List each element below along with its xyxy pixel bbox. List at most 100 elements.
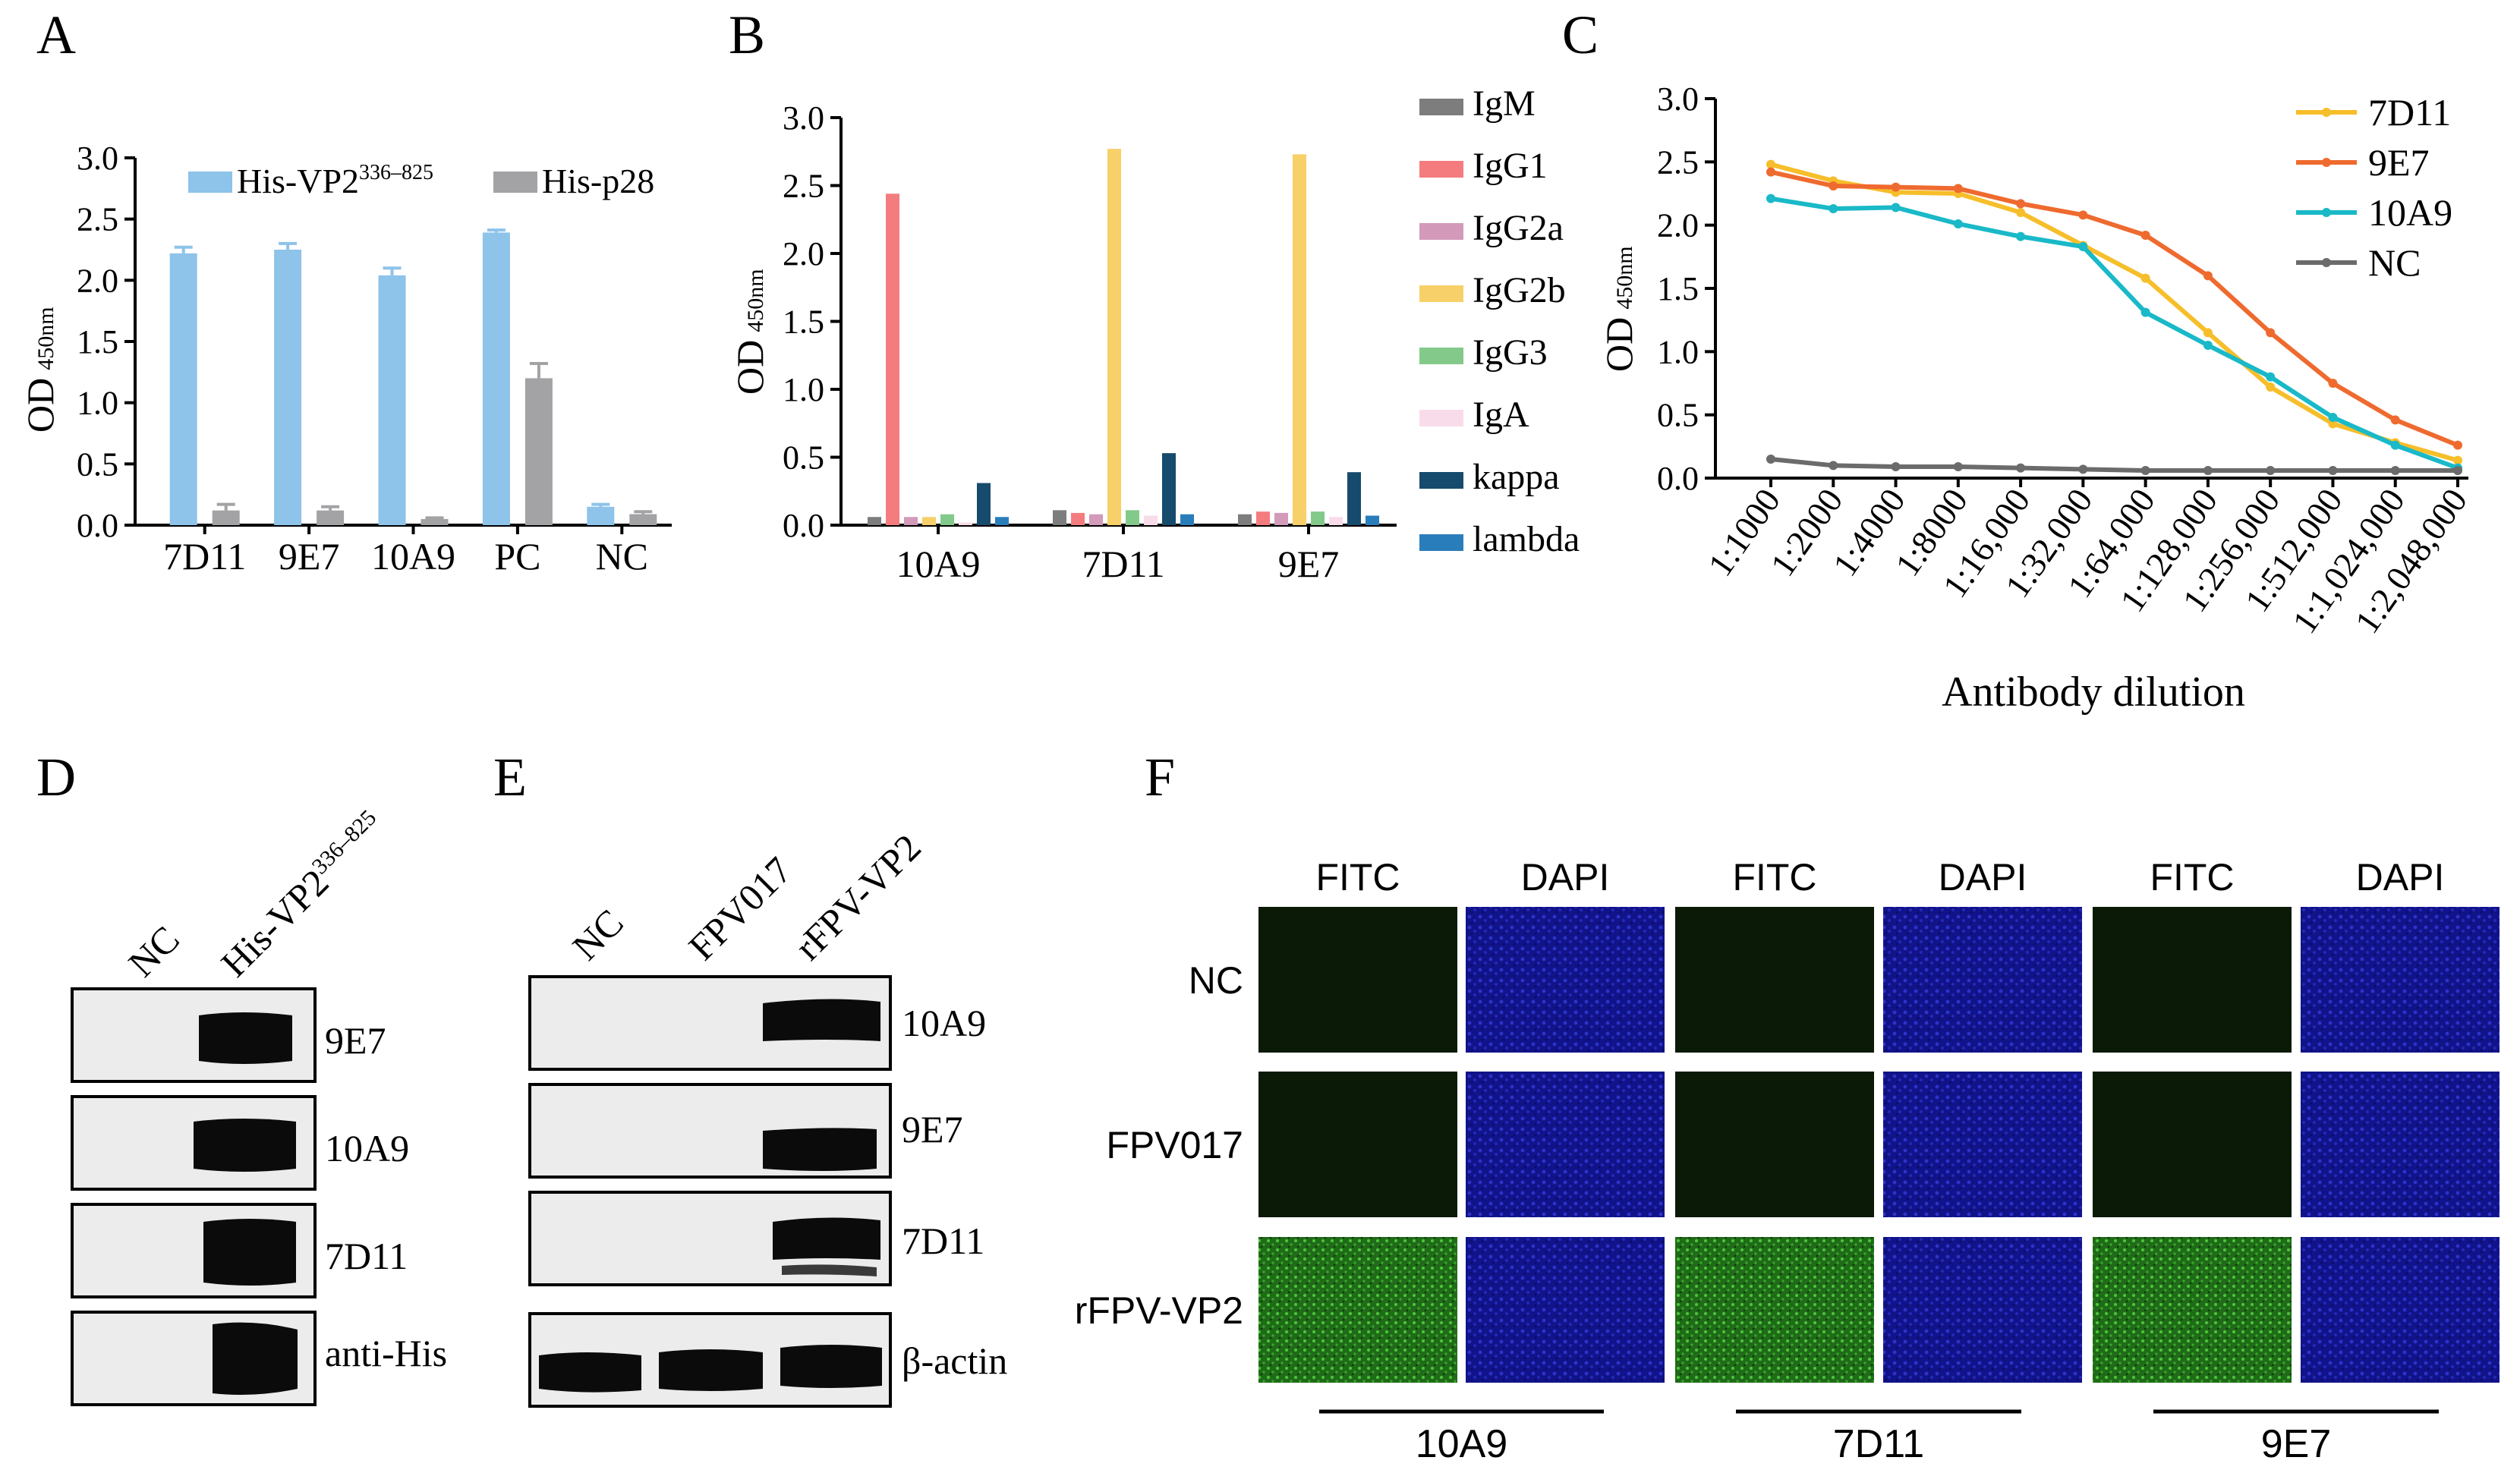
dapi-image-tile xyxy=(2301,907,2500,1053)
d-band-10a9 xyxy=(194,1119,296,1172)
c-legend-marker-nc xyxy=(2322,258,2331,267)
d-band-anti-his xyxy=(213,1322,298,1395)
f-row-label-nc: NC xyxy=(1189,959,1243,1002)
c-line-nc xyxy=(1770,457,2458,473)
a-bar-his-p28 xyxy=(524,378,553,525)
f-col-header-dapi: DAPI xyxy=(1521,856,1610,899)
c-point-nc xyxy=(1953,462,1963,471)
c-point-7d11 xyxy=(1766,159,1775,169)
d-band-7d11 xyxy=(203,1219,296,1286)
f-col-header-dapi: DAPI xyxy=(1939,856,2027,899)
b-bar-igg2b xyxy=(1293,154,1306,525)
c-point-9e7 xyxy=(2390,415,2400,425)
c-ytick-label: 3.0 xyxy=(1657,80,1699,118)
e-lane-label-rfpv-vp2: rFPV-VP2 xyxy=(786,826,929,968)
c-point-10a9 xyxy=(1766,194,1775,203)
b-legend-swatch-igg2b xyxy=(1419,285,1463,302)
e-lane-label-fpv017: FPV017 xyxy=(680,848,799,968)
immunofluorescence-grid: FITC DAPI FITC DAPI FITC DAPI NC FPV017 rFPV-VP… xyxy=(1075,856,2500,1466)
b-bar-igg1 xyxy=(886,194,899,526)
e-band-actin-1 xyxy=(539,1352,641,1393)
b-bar-lambda xyxy=(995,517,1009,525)
c-line-9e7 xyxy=(1770,169,2459,448)
c-ylabel: OD450nm xyxy=(1598,246,1640,372)
c-point-9e7 xyxy=(1953,184,1963,194)
b-bar-kappa xyxy=(1162,453,1176,525)
c-point-10a9 xyxy=(2390,440,2400,450)
d-band-9e7 xyxy=(199,1012,292,1064)
b-ytick-label: 1.5 xyxy=(783,304,824,341)
d-row-label-10a9: 10A9 xyxy=(325,1127,409,1169)
c-point-7d11 xyxy=(2203,328,2213,338)
c-ytick-label: 0.5 xyxy=(1657,397,1699,434)
b-xtick-label: 10A9 xyxy=(896,543,980,585)
c-point-nc xyxy=(2328,466,2338,475)
a-bar-his-vp2 xyxy=(587,506,615,525)
e-band-7d11 xyxy=(773,1217,880,1260)
d-lane-label-his-vp2: His-VP2336–825 xyxy=(213,804,393,985)
a-bar-his-vp2 xyxy=(169,253,197,525)
c-ytick-label: 0.0 xyxy=(1657,460,1699,497)
b-legend-label-igg1: IgG1 xyxy=(1473,146,1548,186)
a-ytick-label: 3.0 xyxy=(77,140,118,177)
fitc-image-tile xyxy=(1675,1237,1874,1383)
b-legend-swatch-igg2a xyxy=(1419,223,1463,240)
e-row-label-10a9: 10A9 xyxy=(902,1002,986,1044)
d-row-label-9e7: 9E7 xyxy=(325,1019,386,1062)
dapi-image-tile xyxy=(2301,1237,2500,1383)
b-bar-kappa xyxy=(977,483,991,525)
dapi-image-tile xyxy=(1883,1237,2082,1383)
dapi-image-tile xyxy=(1466,1237,1665,1383)
b-bar-iga xyxy=(959,522,972,525)
c-point-9e7 xyxy=(1891,182,1901,192)
f-row-label-rfpv-vp2: rFPV-VP2 xyxy=(1075,1289,1243,1332)
a-xtick-label: NC xyxy=(596,535,648,578)
e-band-actin-3 xyxy=(780,1345,882,1388)
c-point-nc xyxy=(2078,464,2088,474)
a-ytick-label: 2.0 xyxy=(77,262,118,299)
b-ytick-label: 2.0 xyxy=(783,235,824,272)
western-blot-d: NC His-VP2336–825 9E7 10A9 7D11 anti-His xyxy=(71,804,447,1406)
fitc-image-tile xyxy=(1675,1072,1874,1217)
a-bar-his-p28 xyxy=(421,518,449,525)
chart-b: 0.0 0.5 1.0 1.5 2.0 2.5 3.0 10A9 7D11 9E7 IgM IgG… xyxy=(729,83,1580,585)
legend-swatch-his-vp2 xyxy=(188,172,232,193)
fitc-image-tile xyxy=(1258,1237,1457,1383)
a-xtick-label: PC xyxy=(494,535,540,578)
b-bar-kappa xyxy=(1347,472,1361,525)
d-row-label-anti-his: anti-His xyxy=(325,1332,447,1374)
chart-c: 0.00.51.01.52.02.53.0 1:10001:20001:4000… xyxy=(1598,80,2474,716)
f-col-header-fitc: FITC xyxy=(2150,856,2234,899)
b-legend-label-kappa: kappa xyxy=(1473,457,1560,497)
c-point-nc xyxy=(2453,466,2462,475)
c-line-7d11 xyxy=(1770,162,2459,463)
fitc-image-tile xyxy=(2093,907,2292,1053)
c-point-nc xyxy=(2390,466,2400,475)
e-row-label-7d11: 7D11 xyxy=(902,1220,984,1262)
c-point-7d11 xyxy=(2328,419,2338,429)
dapi-image-tile xyxy=(1466,907,1665,1053)
panel-letter-a: A xyxy=(36,5,76,65)
b-bar-iga xyxy=(1144,515,1158,525)
a-ytick-label: 1.5 xyxy=(77,323,118,360)
b-bar-igg1 xyxy=(1071,512,1085,525)
b-legend-label-igg3: IgG3 xyxy=(1473,332,1548,373)
a-bar-his-p28 xyxy=(212,510,240,525)
c-ytick-label: 1.5 xyxy=(1657,270,1699,307)
c-point-10a9 xyxy=(2016,231,2026,241)
panel-letter-c: C xyxy=(1562,5,1599,65)
c-ytick-label: 2.0 xyxy=(1657,207,1699,244)
c-xlabel: Antibody dilution xyxy=(1942,669,2245,716)
b-legend-swatch-igg1 xyxy=(1419,161,1463,178)
b-legend-swatch-igm xyxy=(1419,99,1463,115)
c-point-7d11 xyxy=(2016,208,2026,217)
a-xtick-label: 7D11 xyxy=(163,535,246,578)
c-point-10a9 xyxy=(1891,203,1901,212)
b-legend-label-igg2a: IgG2a xyxy=(1473,208,1564,248)
b-legend-label-igm: IgM xyxy=(1473,83,1536,124)
f-group-label-9e7: 9E7 xyxy=(2261,1422,2332,1466)
c-point-7d11 xyxy=(2453,455,2462,465)
c-point-nc xyxy=(1891,462,1901,471)
c-point-7d11 xyxy=(2140,273,2150,283)
c-legend-label-10a9: 10A9 xyxy=(2368,191,2452,234)
